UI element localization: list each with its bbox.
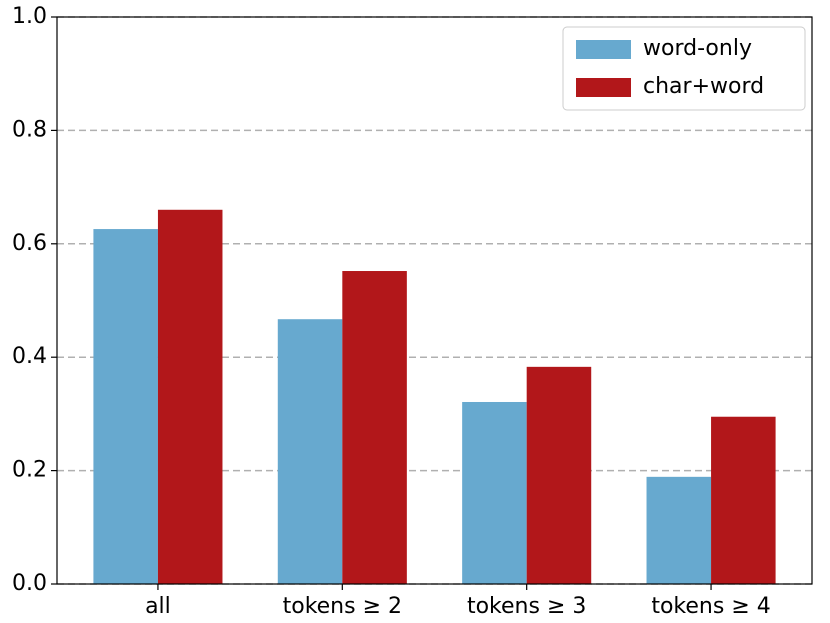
legend-label: char+word bbox=[643, 74, 764, 99]
plot-frame bbox=[56, 16, 813, 585]
legend-label: word-only bbox=[643, 36, 752, 61]
bar bbox=[711, 416, 776, 584]
y-tick-label: 0.8 bbox=[12, 117, 47, 142]
x-tick-label: tokens ≥ 3 bbox=[467, 594, 586, 619]
bar bbox=[462, 401, 527, 584]
y-tick-label: 0.6 bbox=[12, 231, 47, 256]
x-tick-label: all bbox=[145, 594, 171, 619]
bar bbox=[526, 366, 592, 584]
bar bbox=[342, 271, 407, 584]
y-tick-label: 0.2 bbox=[12, 458, 47, 483]
x-tick-label: tokens ≥ 4 bbox=[651, 594, 770, 619]
bar bbox=[646, 476, 712, 584]
y-tick-label: 0.4 bbox=[12, 344, 47, 369]
legend-swatch bbox=[576, 40, 631, 59]
bar bbox=[93, 229, 158, 585]
legend: word-only char+word bbox=[562, 26, 806, 111]
x-tick-label: tokens ≥ 2 bbox=[283, 594, 402, 619]
y-tick-label: 1.0 bbox=[12, 4, 47, 29]
bar bbox=[157, 209, 223, 584]
legend-swatch bbox=[576, 78, 631, 97]
y-tick-label: 0.0 bbox=[12, 571, 47, 596]
bar bbox=[277, 319, 343, 584]
